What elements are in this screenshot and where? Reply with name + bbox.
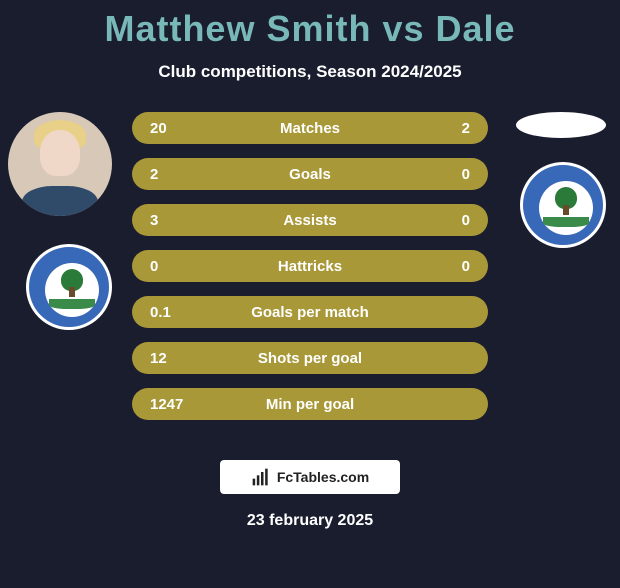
stat-row: 20 Matches 2 bbox=[132, 112, 488, 144]
stat-left-value: 12 bbox=[150, 350, 210, 367]
stat-left-value: 0 bbox=[150, 258, 210, 275]
bar-chart-icon bbox=[251, 467, 271, 487]
stat-label: Goals per match bbox=[210, 304, 410, 321]
player-right-avatar bbox=[516, 112, 606, 138]
stat-row: 1247 Min per goal bbox=[132, 388, 488, 420]
stat-right-value: 0 bbox=[410, 166, 470, 183]
stat-label: Assists bbox=[210, 212, 410, 229]
player-right-club-badge bbox=[520, 162, 606, 248]
player-left-club-badge bbox=[26, 244, 112, 330]
stat-label: Matches bbox=[210, 120, 410, 137]
stat-left-value: 3 bbox=[150, 212, 210, 229]
stat-left-value: 0.1 bbox=[150, 304, 210, 321]
brand-text: FcTables.com bbox=[277, 469, 369, 485]
stat-right-value: 0 bbox=[410, 258, 470, 275]
stat-right-value: 2 bbox=[410, 120, 470, 137]
stat-row: 3 Assists 0 bbox=[132, 204, 488, 236]
season-subtitle: Club competitions, Season 2024/2025 bbox=[0, 62, 620, 82]
player-left-avatar bbox=[8, 112, 112, 216]
stats-table: 20 Matches 2 2 Goals 0 3 Assists 0 0 Hat… bbox=[132, 112, 488, 434]
stat-label: Min per goal bbox=[210, 396, 410, 413]
stat-row: 12 Shots per goal bbox=[132, 342, 488, 374]
page-title: Matthew Smith vs Dale bbox=[0, 8, 620, 50]
stat-right-value: 0 bbox=[410, 212, 470, 229]
stat-left-value: 2 bbox=[150, 166, 210, 183]
stat-label: Hattricks bbox=[210, 258, 410, 275]
brand-badge: FcTables.com bbox=[220, 460, 400, 494]
stat-row: 2 Goals 0 bbox=[132, 158, 488, 190]
stat-row: 0 Hattricks 0 bbox=[132, 250, 488, 282]
snapshot-date: 23 february 2025 bbox=[0, 512, 620, 530]
stat-left-value: 20 bbox=[150, 120, 210, 137]
comparison-content: 20 Matches 2 2 Goals 0 3 Assists 0 0 Hat… bbox=[0, 112, 620, 442]
stat-label: Shots per goal bbox=[210, 350, 410, 367]
stat-label: Goals bbox=[210, 166, 410, 183]
stat-row: 0.1 Goals per match bbox=[132, 296, 488, 328]
stat-left-value: 1247 bbox=[150, 396, 210, 413]
